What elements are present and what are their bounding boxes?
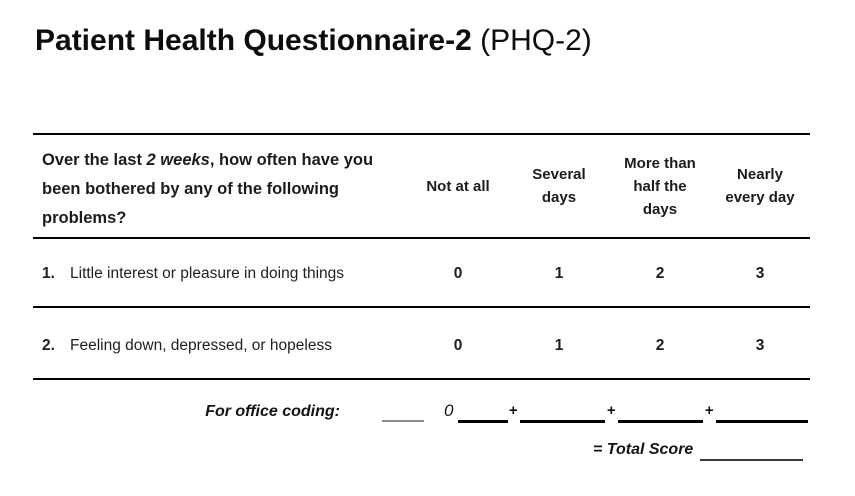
question-2-score-0: 0	[453, 337, 463, 354]
question-1-score-0: 0	[453, 265, 463, 282]
header-question: Over the last 2 weeks, how often have yo…	[42, 146, 412, 233]
column-header-not-at-all: Not at all	[426, 177, 490, 195]
office-coding-label: For office coding:	[205, 403, 340, 420]
coding-blank-leading	[382, 420, 424, 422]
column-header-several-days: Several days	[532, 166, 586, 206]
page-title-suffix: (PHQ-2)	[471, 24, 592, 57]
coding-plus-2: +	[606, 402, 616, 419]
page-title-main: Patient Health Questionnaire-2	[35, 24, 472, 57]
question-row-2: 2. Feeling down, depressed, or hopeless	[42, 337, 412, 355]
question-row-1: 1. Little interest or pleasure in doing t…	[42, 265, 412, 283]
coding-blank-1	[458, 420, 508, 423]
total-score-label: = Total Score	[593, 441, 694, 458]
total-score-blank	[700, 459, 803, 461]
column-header-nearly-every-day: Nearly every day	[725, 166, 795, 206]
coding-plus-1: +	[508, 402, 518, 419]
page-title: Patient Health Questionnaire-2 (PHQ-2)	[35, 22, 592, 60]
table-top-rule	[33, 133, 810, 135]
question-1-score-2: 2	[655, 265, 665, 282]
header-question-emphasis: 2 weeks	[146, 151, 210, 169]
table-row-divider-rule	[33, 306, 810, 308]
question-2-number: 2.	[42, 337, 55, 354]
coding-blank-3	[618, 420, 703, 423]
header-question-pre: Over the last	[42, 151, 147, 169]
table-bottom-rule	[33, 378, 810, 380]
question-1-number: 1.	[42, 265, 55, 282]
question-1-text: Little interest or pleasure in doing thi…	[70, 265, 344, 282]
table-header-rule	[33, 237, 810, 239]
question-2-score-2: 2	[655, 337, 665, 354]
header-question-post: , how often have you been bothered by an…	[42, 151, 374, 227]
coding-blank-2	[520, 420, 605, 423]
question-1-score-1: 1	[554, 265, 564, 282]
coding-first-value: 0	[444, 401, 454, 420]
question-2-score-3: 3	[755, 337, 765, 354]
column-header-more-than-half: More than half the days	[624, 154, 696, 218]
coding-blank-4	[716, 420, 808, 423]
coding-plus-3: +	[704, 402, 714, 419]
question-1-score-3: 3	[755, 265, 765, 282]
question-2-score-1: 1	[554, 337, 564, 354]
question-2-text: Feeling down, depressed, or hopeless	[70, 337, 332, 354]
